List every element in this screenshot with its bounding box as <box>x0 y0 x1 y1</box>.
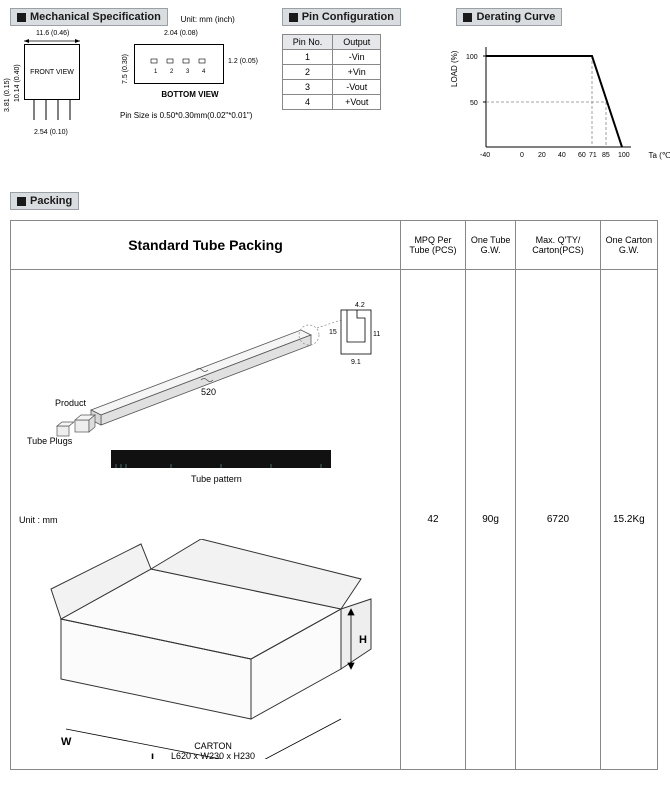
svg-text:W: W <box>61 736 72 748</box>
svg-text:2: 2 <box>170 69 174 75</box>
pin-cell: -Vout <box>333 80 381 95</box>
square-icon <box>17 197 26 206</box>
svg-text:40: 40 <box>558 152 566 159</box>
svg-text:71: 71 <box>589 152 597 159</box>
der-header: Derating Curve <box>456 8 562 26</box>
front-view-box: FRONT VIEW <box>24 44 80 100</box>
svg-text:100: 100 <box>618 152 630 159</box>
pin-legs-icon <box>24 100 94 130</box>
svg-text:-40: -40 <box>480 152 490 159</box>
pin-title: Pin Configuration <box>302 11 394 23</box>
pack-val: 6720 <box>516 270 600 770</box>
svg-text:50: 50 <box>470 100 478 107</box>
svg-text:4: 4 <box>202 69 206 75</box>
bottom-caption: BOTTOM VIEW <box>120 90 260 99</box>
product-label: Product <box>55 398 86 408</box>
pattern-label: Tube pattern <box>191 474 242 484</box>
derating-chart: 100 50 -40 0 20 40 60 71 85 100 LOAD (%) <box>456 32 651 172</box>
dim-arrow-icon <box>24 38 94 52</box>
svg-text:85: 85 <box>602 152 610 159</box>
square-icon <box>289 13 298 22</box>
tube-drawing-icon: 520 15 11 4.2 9.1 <box>21 280 391 480</box>
svg-text:11: 11 <box>373 331 380 338</box>
square-icon <box>463 13 472 22</box>
pin-cell: +Vin <box>333 65 381 80</box>
dim-pitch: 2.54 (0.10) <box>34 129 110 136</box>
svg-text:H: H <box>359 634 367 646</box>
packing-table: Standard Tube Packing MPQ Per Tube (PCS)… <box>10 220 658 770</box>
pin-dots-icon: 1 2 3 4 <box>135 45 223 83</box>
pack-col: One Carton G.W. <box>600 221 657 270</box>
svg-text:1: 1 <box>154 69 158 75</box>
der-ylabel: LOAD (%) <box>450 51 459 87</box>
svg-text:60: 60 <box>578 152 586 159</box>
pin-config-section: Pin Configuration Pin No. Output 1-Vin 2… <box>282 8 447 172</box>
carton-caption: CARTON L620 x W230 x H230 <box>171 741 255 761</box>
pin-cell: 2 <box>282 65 333 80</box>
pack-val: 42 <box>401 270 466 770</box>
pinsize: Pin Size is 0.50*0.30mm(0.02"*0.01") <box>120 111 260 120</box>
dim-height: 10.14 (0.40) <box>14 64 21 102</box>
plugs-label: Tube Plugs <box>27 436 72 446</box>
mech-title: Mechanical Specification <box>30 11 161 23</box>
carton-drawing-icon: H L W <box>41 539 381 759</box>
svg-text:4.2: 4.2 <box>355 302 365 309</box>
pin-cell: 1 <box>282 50 333 65</box>
pack-head: Standard Tube Packing <box>11 221 401 270</box>
dim-width: 11.6 (0.46) <box>36 30 69 37</box>
pin-th-no: Pin No. <box>282 35 333 50</box>
carton-size: L620 x W230 x H230 <box>171 751 255 761</box>
mech-unit: Unit: mm (inch) <box>181 15 235 24</box>
bottom-view-box: 1 2 3 4 <box>134 44 224 84</box>
pack-title: Packing <box>30 195 72 207</box>
dim-r: 3.81 (0.15) <box>4 78 11 112</box>
mech-header: Mechanical Specification <box>10 8 168 26</box>
pin-cell: -Vin <box>333 50 381 65</box>
der-title: Derating Curve <box>476 11 555 23</box>
derating-section: Derating Curve 100 50 -40 0 20 40 60 71 … <box>456 8 660 172</box>
svg-text:9.1: 9.1 <box>351 359 361 366</box>
svg-text:520: 520 <box>201 387 216 397</box>
pack-unit: Unit : mm <box>19 515 392 525</box>
front-view-label: FRONT VIEW <box>30 69 74 76</box>
pack-visual-cell: Unit : mm 520 <box>11 270 401 770</box>
pack-col: One Tube G.W. <box>465 221 515 270</box>
dim-bh: 7.5 (0.30) <box>122 54 129 84</box>
carton-label: CARTON <box>171 741 255 751</box>
square-icon <box>17 13 26 22</box>
svg-text:15: 15 <box>329 329 337 336</box>
pin-header: Pin Configuration <box>282 8 401 26</box>
packing-section: Packing Standard Tube Packing MPQ Per Tu… <box>10 192 660 770</box>
pack-val: 15.2Kg <box>600 270 657 770</box>
pack-col: Max. Q'TY/ Carton(PCS) <box>516 221 600 270</box>
pack-col: MPQ Per Tube (PCS) <box>401 221 466 270</box>
svg-text:3: 3 <box>186 69 190 75</box>
svg-text:100: 100 <box>466 54 478 61</box>
dim-bw: 2.04 (0.08) <box>164 30 198 37</box>
svg-text:20: 20 <box>538 152 546 159</box>
pin-cell: +Vout <box>333 95 381 110</box>
der-xlabel: Ta (℃) <box>648 151 670 160</box>
dim-bt: 1.2 (0.05) <box>228 58 258 65</box>
pack-val: 90g <box>465 270 515 770</box>
front-view: 11.6 (0.46) 10.14 (0.40) FRONT VIEW <box>10 30 110 136</box>
bottom-view: 2.04 (0.08) 7.5 (0.30) 1 2 3 <box>120 30 260 136</box>
mechanical-spec-section: Mechanical Specification Unit: mm (inch)… <box>10 8 272 172</box>
svg-text:L: L <box>151 752 158 759</box>
pack-header: Packing <box>10 192 79 210</box>
pin-th-out: Output <box>333 35 381 50</box>
pin-cell: 4 <box>282 95 333 110</box>
pin-cell: 3 <box>282 80 333 95</box>
svg-text:0: 0 <box>520 152 524 159</box>
pin-table: Pin No. Output 1-Vin 2+Vin 3-Vout 4+Vout <box>282 34 382 110</box>
